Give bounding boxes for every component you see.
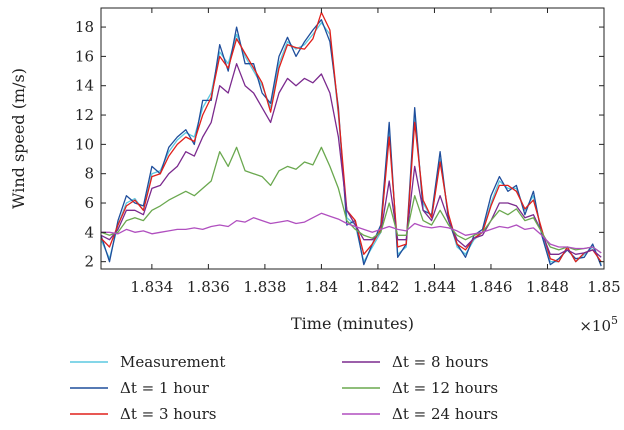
x-axis-label: Time (minutes) bbox=[291, 314, 414, 333]
x-tick-label: 1.842 bbox=[356, 278, 399, 296]
legend: Measurement Δt = 1 hour Δt = 3 hours Δt = 8… bbox=[70, 353, 498, 423]
series-line-6 bbox=[101, 212, 602, 254]
legend-label-4: Δt = 8 hours bbox=[392, 353, 489, 371]
y-tick-label: 12 bbox=[75, 106, 94, 124]
x-multiplier-base: ×10 bbox=[579, 317, 611, 335]
x-axis-multiplier: ×105 bbox=[579, 314, 618, 335]
legend-label-1: Measurement bbox=[120, 353, 225, 371]
legend-label-5: Δt = 12 hours bbox=[392, 379, 498, 397]
series-line-5 bbox=[100, 146, 602, 254]
x-multiplier-exponent: 5 bbox=[611, 314, 618, 327]
series-line-1 bbox=[100, 22, 602, 265]
x-tick-label: 1.846 bbox=[469, 278, 512, 296]
y-tick-label: 2 bbox=[84, 253, 94, 271]
x-tick-label: 1.834 bbox=[130, 278, 173, 296]
y-axis-label: Wind speed (m/s) bbox=[9, 68, 28, 209]
y-tick-label: 4 bbox=[84, 223, 94, 241]
x-tick-label: 1.848 bbox=[526, 278, 569, 296]
y-tick-label: 16 bbox=[75, 47, 94, 65]
legend-label-2: Δt = 1 hour bbox=[120, 379, 210, 397]
y-tick-label: 8 bbox=[84, 165, 94, 183]
y-tick-label: 14 bbox=[75, 77, 94, 95]
series-line-4 bbox=[100, 63, 602, 258]
y-tick-label: 10 bbox=[75, 135, 94, 153]
x-tick-label: 1.85 bbox=[587, 278, 620, 296]
x-tick-label: 1.84 bbox=[305, 278, 338, 296]
series-line-3 bbox=[100, 11, 602, 263]
y-tick-label: 18 bbox=[75, 18, 94, 36]
y-tick-label: 6 bbox=[84, 194, 94, 212]
x-tick-label: 1.844 bbox=[413, 278, 456, 296]
x-tick-label: 1.836 bbox=[187, 278, 230, 296]
axis-ticks: 1.834 1.836 1.838 1.84 1.842 1.844 1.846 1.848 1… bbox=[75, 8, 621, 296]
x-tick-label: 1.838 bbox=[243, 278, 286, 296]
series-line-2 bbox=[100, 19, 602, 267]
legend-label-6: Δt = 24 hours bbox=[392, 405, 498, 423]
series-layer bbox=[100, 11, 602, 267]
plot-area-frame bbox=[100, 7, 605, 270]
legend-label-3: Δt = 3 hours bbox=[120, 405, 217, 423]
